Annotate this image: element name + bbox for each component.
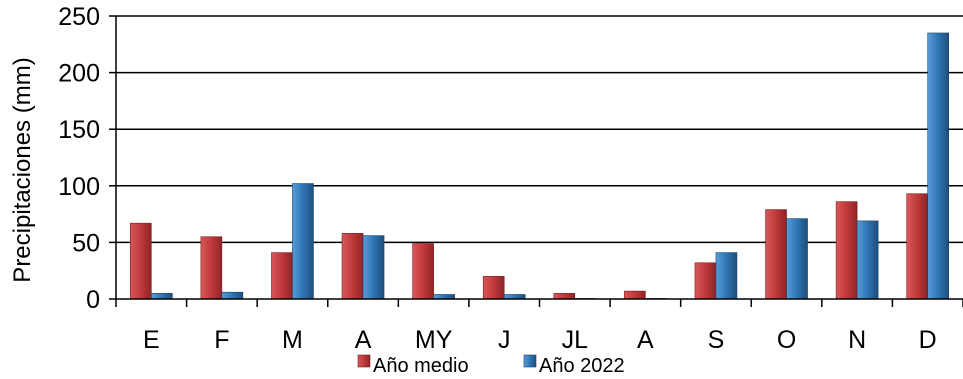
x-tick-label: MY bbox=[415, 326, 453, 354]
x-tick-label: N bbox=[848, 326, 866, 354]
bar-ano-medio-10 bbox=[836, 202, 857, 299]
y-tick-label: 50 bbox=[72, 229, 100, 257]
y-tick-label: 250 bbox=[58, 3, 100, 31]
bar-ano-2022-3 bbox=[363, 236, 384, 299]
y-tick-label: 200 bbox=[58, 60, 100, 88]
x-tick-label: M bbox=[282, 326, 303, 354]
legend-swatch bbox=[358, 355, 370, 367]
x-tick-label: J bbox=[498, 326, 511, 354]
legend-swatch bbox=[524, 355, 536, 367]
bar-ano-medio-11 bbox=[907, 194, 928, 299]
x-tick-label: S bbox=[708, 326, 725, 354]
x-tick-labels: E F M A MY J JL A S O N D bbox=[143, 326, 937, 354]
bar-ano-2022-0 bbox=[151, 293, 172, 299]
bar-ano-medio-9 bbox=[766, 210, 787, 299]
y-tick-labels: 0 50 100 150 200 250 bbox=[58, 3, 100, 314]
y-tick-label: 100 bbox=[58, 173, 100, 201]
bar-ano-medio-4 bbox=[413, 244, 434, 299]
x-tick-label: JL bbox=[562, 326, 589, 354]
y-axis-label: Precipitaciones (mm) bbox=[9, 57, 36, 282]
bar-ano-medio-1 bbox=[201, 237, 222, 299]
bar-ano-2022-8 bbox=[716, 253, 737, 299]
bar-ano-medio-0 bbox=[130, 223, 151, 299]
bar-ano-medio-6 bbox=[554, 293, 575, 299]
legend-label: Año medio bbox=[373, 355, 469, 377]
bar-ano-2022-11 bbox=[928, 33, 949, 299]
legend-label: Año 2022 bbox=[539, 355, 625, 377]
legend: Año medio Año 2022 bbox=[358, 355, 625, 377]
bar-ano-2022-9 bbox=[787, 219, 808, 299]
x-tick-label: E bbox=[143, 326, 160, 354]
bar-ano-2022-2 bbox=[292, 184, 313, 299]
bar-ano-medio-2 bbox=[271, 253, 292, 299]
y-tick-label: 150 bbox=[58, 116, 100, 144]
x-tick-label: O bbox=[777, 326, 796, 354]
x-tick-label: F bbox=[214, 326, 229, 354]
x-tick-label: A bbox=[355, 326, 372, 354]
bar-ano-2022-10 bbox=[857, 221, 878, 299]
x-tick-label: D bbox=[919, 326, 937, 354]
bar-ano-medio-3 bbox=[342, 233, 363, 299]
x-tick-label: A bbox=[637, 326, 654, 354]
bar-ano-medio-7 bbox=[624, 291, 645, 299]
bar-ano-2022-1 bbox=[222, 292, 243, 299]
axes bbox=[109, 16, 963, 307]
y-tick-label: 0 bbox=[86, 286, 100, 314]
bar-ano-medio-8 bbox=[695, 263, 716, 299]
bar-ano-medio-5 bbox=[483, 276, 504, 299]
